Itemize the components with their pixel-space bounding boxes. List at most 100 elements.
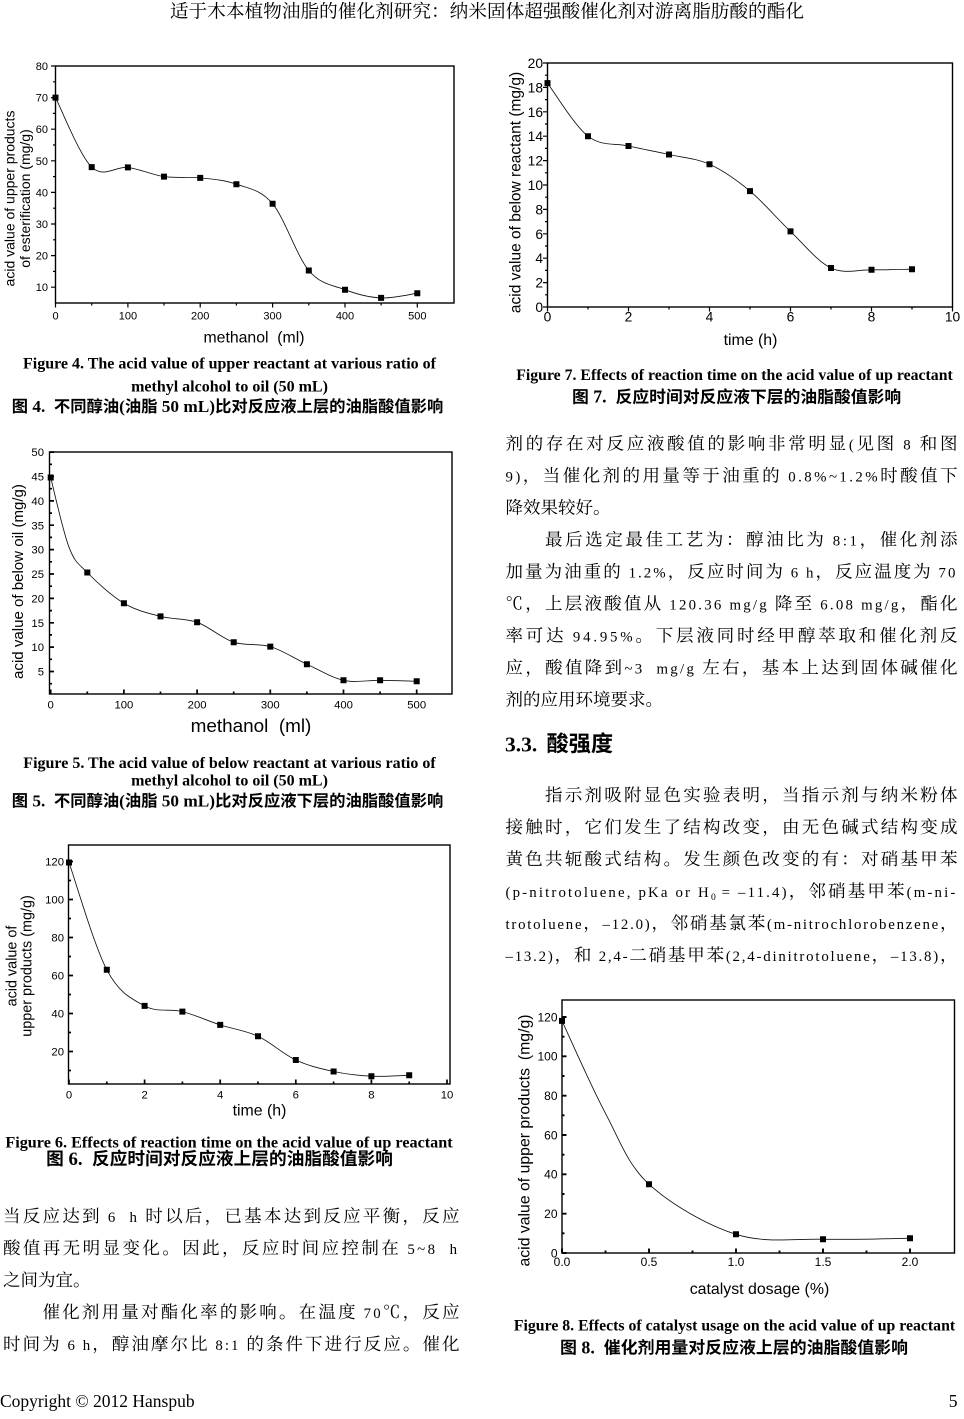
svg-text:0: 0 [48, 700, 54, 712]
svg-text:6 h: 6 h [62, 1338, 93, 1354]
svg-text:80: 80 [36, 61, 48, 73]
svg-text:2: 2 [535, 276, 543, 291]
svg-text:–13.8): –13.8) [890, 949, 940, 965]
svg-text:of esterification (mg/g): of esterification (mg/g) [17, 129, 33, 268]
svg-text:8.: 8. [577, 1337, 604, 1357]
svg-text:methanol (ml): methanol (ml) [191, 716, 312, 737]
svg-text:70: 70 [36, 93, 48, 105]
svg-text:0: 0 [544, 309, 552, 324]
svg-text:9): 9) [506, 470, 523, 486]
svg-text:45: 45 [31, 472, 44, 484]
svg-text:20: 20 [544, 1207, 558, 1221]
svg-text:100: 100 [45, 895, 64, 907]
svg-text:5: 5 [38, 667, 44, 679]
svg-text:120.36 mg/g: 120.36 mg/g [663, 598, 775, 614]
svg-text:15: 15 [31, 618, 44, 630]
svg-text:40: 40 [36, 187, 48, 199]
svg-text:120: 120 [537, 1010, 557, 1024]
svg-text:500: 500 [407, 700, 426, 712]
svg-text:40: 40 [544, 1168, 558, 1182]
svg-text:300: 300 [263, 310, 281, 322]
svg-text:5: 5 [949, 1391, 958, 1411]
svg-text:8: 8 [368, 1090, 374, 1102]
svg-text:30: 30 [36, 219, 48, 231]
svg-text:1.5: 1.5 [815, 1255, 832, 1269]
svg-text:10: 10 [36, 282, 48, 294]
svg-text:20: 20 [36, 251, 48, 263]
svg-text:5.: 5. [28, 791, 54, 810]
svg-text:8:1: 8:1 [210, 1338, 247, 1354]
svg-text:methanol (ml): methanol (ml) [204, 330, 305, 347]
svg-text:time (h): time (h) [233, 1103, 287, 1120]
svg-text:200: 200 [188, 700, 207, 712]
svg-text:10: 10 [31, 642, 44, 654]
svg-text:14: 14 [528, 129, 544, 144]
svg-text:2: 2 [625, 309, 633, 324]
svg-text:80: 80 [544, 1089, 558, 1103]
svg-text:Figure 7. Effects of reaction: Figure 7. Effects of reaction time on th… [516, 367, 953, 384]
svg-text:0: 0 [551, 1246, 558, 1260]
svg-text:8: 8 [868, 309, 876, 324]
svg-text:70: 70 [358, 1306, 383, 1322]
svg-text:20: 20 [51, 1047, 64, 1059]
svg-text:60: 60 [36, 124, 48, 136]
svg-text:methyl alcohol to oil (50 mL): methyl alcohol to oil (50 mL) [131, 773, 328, 790]
svg-text:(: ( [119, 397, 125, 416]
svg-text:0.0: 0.0 [554, 1255, 571, 1269]
svg-text:Figure 4. The acid value of up: Figure 4. The acid value of upper reacta… [23, 356, 437, 373]
svg-text:4: 4 [535, 251, 543, 266]
svg-text:acid value of upper products: acid value of upper products [2, 111, 18, 287]
svg-text:20: 20 [528, 56, 544, 71]
svg-text:trotoluene: trotoluene [506, 917, 584, 933]
svg-text:Figure 8. Effects of catalyst: Figure 8. Effects of catalyst usage on t… [514, 1317, 956, 1334]
svg-text:60: 60 [51, 971, 64, 983]
svg-text:0: 0 [66, 1090, 72, 1102]
svg-text:(p-nitrotoluene, pKa or H: (p-nitrotoluene, pKa or H [506, 885, 711, 901]
svg-text:0: 0 [535, 300, 543, 315]
svg-text:18: 18 [528, 80, 544, 95]
svg-text:4: 4 [706, 309, 714, 324]
svg-text:catalyst dosage (%): catalyst dosage (%) [690, 1281, 830, 1298]
svg-text:3.3.: 3.3. [505, 732, 537, 756]
svg-text:100: 100 [537, 1050, 557, 1064]
svg-text:acid value of upper products (: acid value of upper products (mg/g) [517, 1014, 534, 1266]
svg-text:70: 70 [933, 566, 958, 582]
svg-text:120: 120 [45, 857, 64, 869]
svg-text:upper products (mg/g): upper products (mg/g) [20, 895, 36, 1037]
svg-text:500: 500 [408, 310, 426, 322]
svg-text:(m-ni-: (m-ni- [907, 885, 958, 901]
svg-text:200: 200 [191, 310, 209, 322]
svg-text:7.: 7. [589, 387, 616, 407]
svg-text:50 mL): 50 mL) [157, 397, 215, 416]
svg-text:methyl alcohol to oil (50 mL): methyl alcohol to oil (50 mL) [131, 379, 328, 396]
svg-text:300: 300 [261, 700, 280, 712]
svg-text:8: 8 [897, 438, 920, 454]
svg-text:0.8%~1.2%: 0.8%~1.2% [782, 470, 880, 486]
svg-text:(: ( [119, 791, 125, 810]
svg-text:100: 100 [119, 310, 137, 322]
svg-text:0.5: 0.5 [641, 1255, 658, 1269]
svg-text:6 h: 6 h [785, 566, 815, 582]
svg-text:2.0: 2.0 [902, 1255, 919, 1269]
svg-text:6.08 mg/g: 6.08 mg/g [814, 598, 900, 614]
svg-text:(m-nitrochlorobenzene: (m-nitrochlorobenzene [767, 917, 940, 933]
svg-text:1.0: 1.0 [728, 1255, 745, 1269]
svg-text:10: 10 [945, 309, 961, 324]
svg-text:6 h: 6 h [102, 1210, 145, 1226]
svg-text:5~8 h: 5~8 h [401, 1242, 459, 1258]
svg-text:6.: 6. [64, 1149, 92, 1170]
svg-text:400: 400 [334, 700, 353, 712]
svg-text:acid value of: acid value of [5, 925, 21, 1007]
svg-text:50: 50 [36, 156, 48, 168]
svg-text:12: 12 [528, 154, 543, 169]
svg-text:= –11.4): = –11.4) [716, 885, 789, 901]
svg-text:8:1: 8:1 [826, 534, 859, 550]
svg-text:400: 400 [336, 310, 354, 322]
svg-text:16: 16 [528, 105, 544, 120]
svg-text:4: 4 [217, 1090, 223, 1102]
svg-text:Figure 5. The acid value of be: Figure 5. The acid value of below reacta… [23, 755, 436, 772]
svg-text:30: 30 [31, 545, 44, 557]
svg-text:50 mL): 50 mL) [157, 791, 215, 810]
svg-text:2: 2 [141, 1090, 147, 1102]
svg-text:–13.2): –13.2) [505, 949, 555, 965]
